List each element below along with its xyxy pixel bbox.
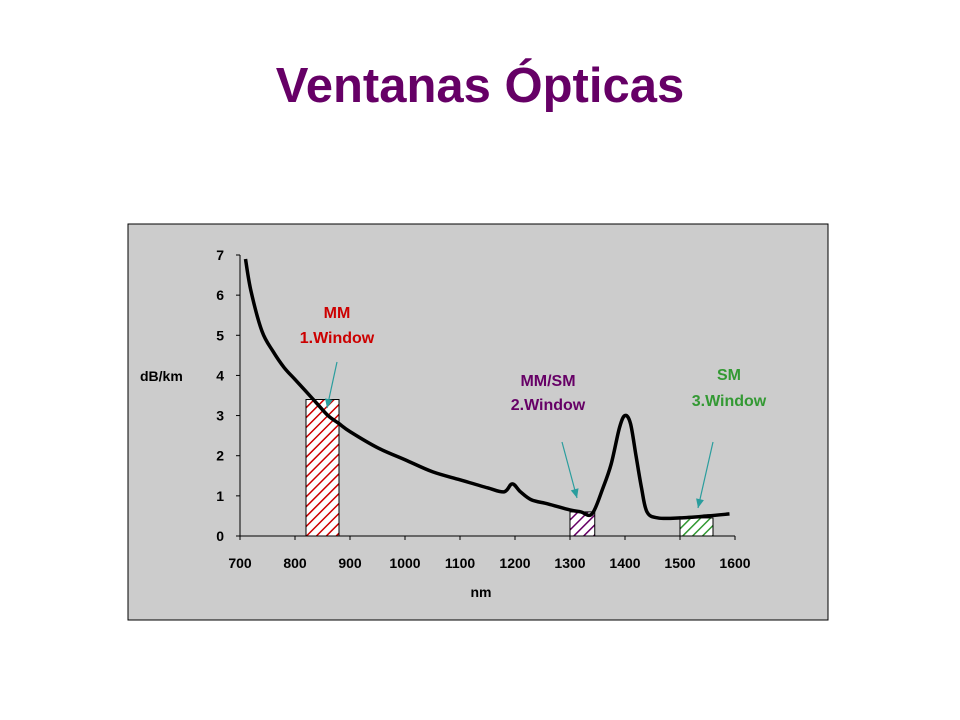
x-tick-label: 1600 [719, 555, 750, 571]
window-3-label-line2: 3.Window [692, 393, 767, 410]
x-tick-label: 1000 [389, 555, 420, 571]
attenuation-curve-1 [243, 258, 730, 521]
x-axis-label: nm [471, 584, 492, 600]
y-axis-label: dB/km [140, 368, 183, 384]
window-bar-3 [679, 517, 714, 537]
slide-title: Ventanas Ópticas [275, 59, 685, 113]
window-2-arrow-line [561, 441, 578, 499]
x-tick-label: 1500 [664, 555, 695, 571]
x-tick-label: 700 [228, 555, 252, 571]
y-tick-label: 7 [216, 247, 224, 263]
window-bar-1 [305, 399, 340, 537]
window-2-arrow-head [570, 488, 579, 498]
window-1-label-line2: 1.Window [300, 330, 375, 347]
y-tick-label: 1 [216, 488, 224, 504]
window-3-label-line1: SM [717, 367, 741, 384]
x-tick-label: 900 [338, 555, 362, 571]
x-tick-label: 800 [283, 555, 307, 571]
window-3-arrow-head [696, 498, 704, 508]
window-2-label-line1: MM/SM [520, 373, 575, 390]
y-tick-label: 6 [216, 287, 224, 303]
y-tick-label: 5 [216, 327, 224, 343]
window-1-arrow-head [325, 398, 333, 408]
y-tick-label: 4 [216, 367, 224, 383]
y-tick-label: 2 [216, 448, 224, 464]
x-tick-label: 1400 [609, 555, 640, 571]
window-1-label-line1: MM [324, 305, 351, 322]
x-tick-label: 1200 [499, 555, 530, 571]
y-tick-label: 3 [216, 408, 224, 424]
window-3-arrow-line [697, 441, 714, 509]
window-2-label-line2: 2.Window [511, 397, 586, 414]
x-tick-label: 1300 [554, 555, 585, 571]
y-tick-label: 0 [216, 528, 224, 544]
x-tick-label: 1100 [445, 555, 476, 571]
chart-frame [127, 223, 829, 621]
